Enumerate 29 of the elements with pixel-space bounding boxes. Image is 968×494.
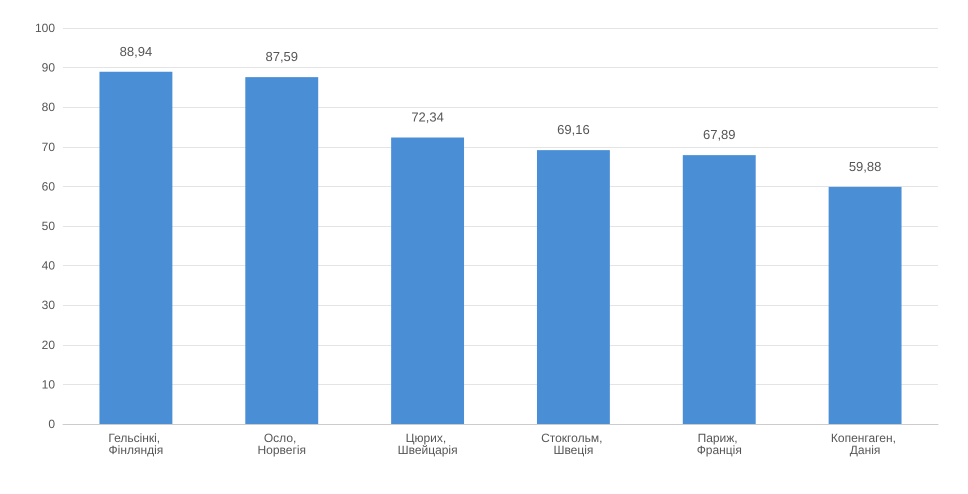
bar [99,72,172,424]
x-tick-label: Гельсінкі, Фінляндія [108,431,164,457]
bar [536,150,610,424]
bar [682,155,756,424]
y-tick-label: 20 [42,338,56,352]
y-tick-label: 70 [42,140,56,154]
x-tick-label: Осло, Норвегія [258,431,306,457]
bar [828,186,902,424]
bar [245,77,318,424]
x-tick-label: Копенгаген, Данія [830,431,900,457]
data-label: 87,59 [265,49,298,64]
y-tick-label: 30 [42,298,56,312]
data-label: 72,34 [411,110,444,125]
y-tick-label: 10 [42,377,56,392]
x-tick-label: Цюрих, Швейцарія [398,431,458,457]
x-tick-label: Стокгольм, Швеція [541,431,606,457]
y-tick-label: 60 [42,179,56,194]
y-tick-label: 80 [42,100,56,114]
data-label: 88,94 [120,44,152,59]
data-label: 69,16 [557,122,590,138]
y-tick-label: 100 [34,21,56,35]
x-tick-label: Париж, Франція [696,431,742,457]
y-tick-label: 40 [42,258,56,273]
y-tick-label: 90 [42,60,56,75]
data-label: 59,88 [848,158,882,174]
data-label: 67,89 [702,127,736,142]
y-tick-label: 50 [42,219,56,233]
bar [391,138,464,424]
y-tick-label: 0 [48,417,56,431]
